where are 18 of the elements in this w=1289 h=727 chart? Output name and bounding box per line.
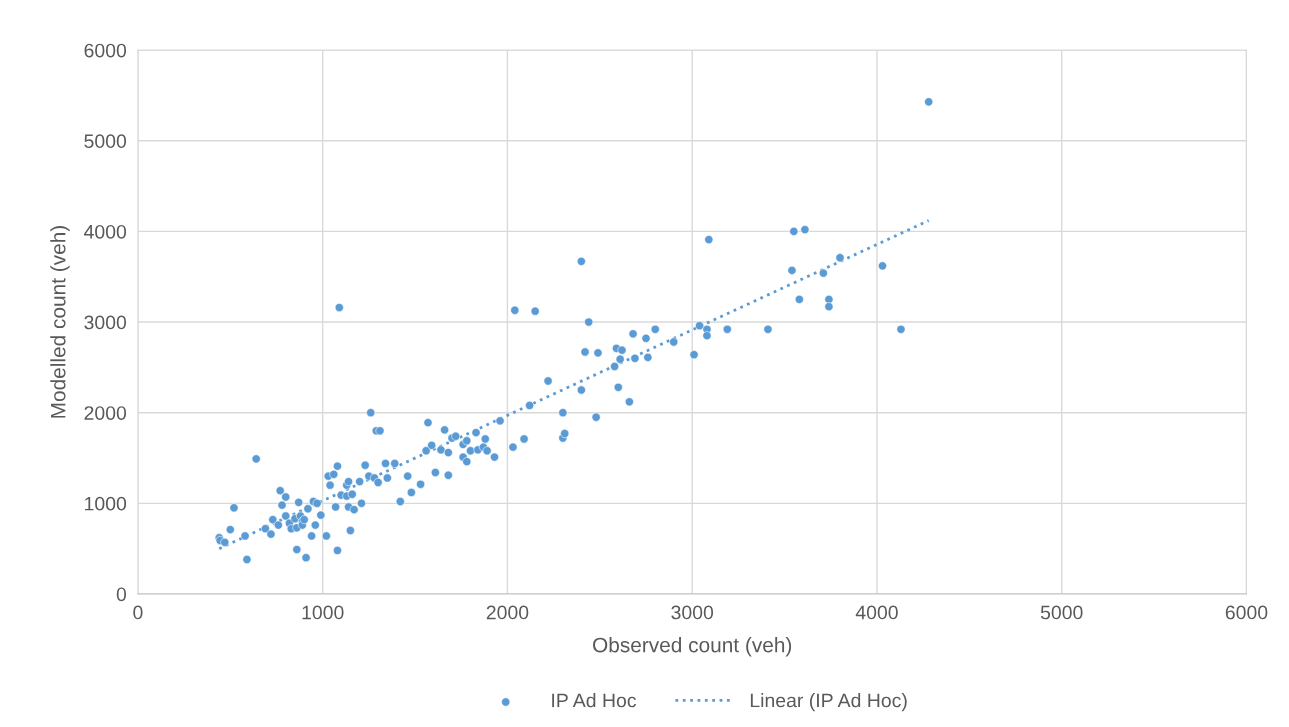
y-tick-label: 3000 <box>84 315 127 330</box>
x-tick-label: 4000 <box>855 605 898 620</box>
legend-label: IP Ad Hoc <box>552 693 637 708</box>
x-tick-label: 3000 <box>671 605 714 620</box>
y-tick-label: 5000 <box>84 134 127 149</box>
y-tick-label: 2000 <box>84 406 127 420</box>
y-tick-label: 0 <box>116 587 127 602</box>
x-tick-label: 5000 <box>1040 605 1083 620</box>
x-tick-label: 0 <box>133 605 143 620</box>
y-tick-label: 4000 <box>84 224 127 239</box>
x-axis-title: Observed count (veh) <box>593 637 792 657</box>
x-tick-label: 6000 <box>1225 605 1268 620</box>
legend-label: Linear (IP Ad Hoc) <box>750 693 907 712</box>
x-tick-label: 1000 <box>302 605 344 620</box>
y-tick-label: 6000 <box>84 43 127 58</box>
y-axis-title: Modelled count (veh) <box>50 226 70 418</box>
y-tick-label: 1000 <box>85 496 127 511</box>
x-tick-label: 2000 <box>486 605 529 620</box>
